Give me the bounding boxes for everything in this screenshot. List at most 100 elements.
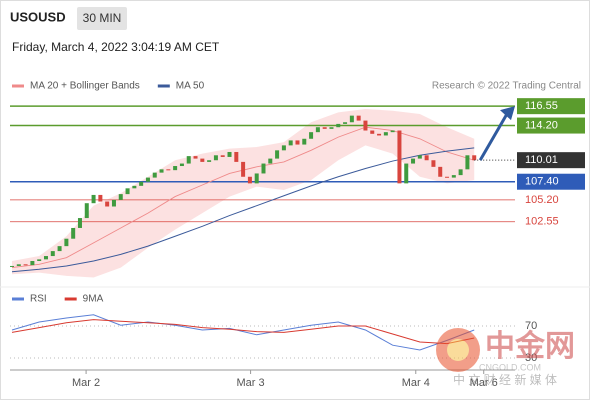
candle: [458, 169, 463, 176]
legend-label: RSI: [30, 294, 47, 305]
candle: [370, 130, 375, 134]
candle: [451, 175, 456, 178]
candle: [411, 158, 416, 164]
candle: [329, 127, 334, 129]
x-tick-label: Mar 2: [72, 377, 100, 389]
x-tick-label: Mar 3: [237, 377, 265, 389]
candle: [322, 127, 327, 129]
candle: [234, 151, 239, 162]
x-tick-label: Mar 6: [470, 377, 498, 389]
candle: [132, 185, 137, 189]
candle: [302, 138, 307, 145]
candle: [43, 256, 48, 260]
candle: [64, 238, 69, 247]
legend-label: MA 20 + Bollinger Bands: [30, 81, 140, 92]
candle: [193, 156, 198, 159]
candle: [57, 246, 62, 252]
candle: [77, 218, 82, 228]
candle: [213, 155, 218, 161]
candle: [118, 194, 123, 200]
attribution: Research © 2022 Trading Central: [432, 81, 581, 92]
candle: [397, 130, 402, 184]
candle: [295, 140, 300, 145]
candle: [186, 156, 191, 164]
candle: [105, 201, 110, 207]
candle: [173, 166, 178, 171]
indicator-line: [11, 314, 475, 351]
candle: [315, 127, 320, 133]
forecast-arrow: [478, 111, 510, 161]
candle: [91, 194, 96, 204]
candle: [465, 155, 470, 170]
candle: [275, 150, 280, 159]
candle: [37, 259, 42, 262]
last-price-box: [517, 152, 585, 169]
y-tick-label: 70: [525, 320, 537, 332]
candle: [343, 122, 348, 124]
candle: [10, 265, 14, 267]
candle: [166, 169, 171, 171]
candle: [261, 163, 266, 174]
legend-label: MA 50: [176, 81, 205, 92]
candle: [145, 177, 150, 182]
candle: [207, 160, 212, 162]
watermark-tagline: 中 文 财 经 新 媒 体: [453, 372, 557, 387]
candle: [417, 155, 422, 159]
candle: [336, 123, 341, 128]
level-box: [517, 98, 585, 115]
indicator-line: [11, 319, 475, 345]
interval-button[interactable]: [77, 7, 127, 30]
candle: [383, 132, 388, 136]
level-label: 102.55: [525, 216, 559, 228]
ma-line: [11, 147, 475, 273]
candle: [254, 173, 259, 184]
watermark-name: 中金网: [485, 329, 575, 363]
interval-label[interactable]: 30 MIN: [83, 11, 122, 25]
symbol: USOUSD: [10, 9, 66, 24]
level-box: [517, 117, 585, 134]
candle: [125, 188, 130, 195]
candle: [404, 163, 409, 184]
level-label: 107.40: [525, 176, 559, 188]
arrow-head: [500, 106, 515, 121]
candle: [220, 155, 225, 157]
candle: [390, 130, 395, 133]
candle: [23, 264, 28, 266]
candle: [247, 176, 252, 184]
candle: [288, 140, 293, 146]
candle: [472, 155, 477, 161]
candle: [139, 181, 144, 186]
bollinger-band: [12, 109, 475, 278]
candle: [84, 203, 89, 219]
level-label: 105.20: [525, 194, 559, 206]
candle: [281, 145, 286, 151]
candle: [241, 161, 246, 177]
candle: [98, 194, 103, 202]
candle: [159, 169, 164, 173]
y-tick-label: 30: [525, 352, 537, 364]
candle: [268, 158, 273, 164]
candle: [50, 251, 55, 257]
candle: [356, 115, 361, 121]
datetime: Friday, March 4, 2022 3:04:19 AM CET: [12, 40, 220, 54]
candle: [227, 151, 232, 157]
level-box: [517, 173, 585, 190]
candle: [377, 133, 382, 136]
candle: [200, 158, 205, 162]
candle: [152, 172, 157, 178]
candle: [111, 199, 116, 207]
candle: [431, 160, 436, 167]
candle: [309, 132, 314, 139]
candle: [424, 155, 429, 161]
candle: [71, 227, 76, 239]
legend-label: 9MA: [83, 294, 104, 305]
candle: [30, 261, 35, 266]
candle: [445, 176, 450, 178]
candle: [16, 264, 21, 266]
watermark-site: CNGOLD.COM: [479, 362, 541, 372]
candle: [363, 120, 368, 131]
candle: [349, 115, 354, 123]
watermark-logo-inner: [447, 339, 469, 361]
